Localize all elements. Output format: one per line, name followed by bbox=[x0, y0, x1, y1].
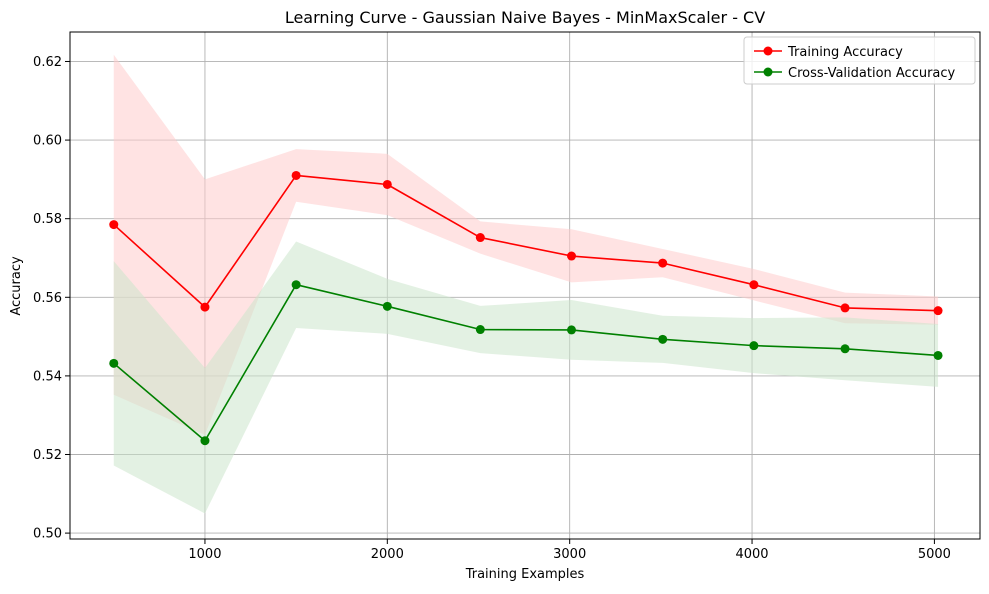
x-tick-label: 2000 bbox=[371, 547, 404, 562]
training-accuracy-band bbox=[113, 54, 939, 435]
cross-validation-accuracy-point bbox=[933, 350, 943, 360]
series-lines bbox=[113, 174, 939, 442]
training-accuracy-line bbox=[113, 174, 939, 312]
training-accuracy-point bbox=[567, 251, 577, 261]
x-axis-label: Training Examples bbox=[465, 567, 585, 582]
y-tick-label: 0.50 bbox=[33, 527, 62, 542]
cross-validation-accuracy-point bbox=[749, 341, 759, 351]
training-accuracy-point bbox=[200, 302, 210, 312]
x-tick-label: 5000 bbox=[918, 547, 951, 562]
chart-title: Learning Curve - Gaussian Naive Bayes - … bbox=[285, 8, 765, 27]
training-accuracy-point bbox=[933, 306, 943, 316]
y-tick-label: 0.62 bbox=[33, 55, 62, 70]
training-accuracy-point bbox=[749, 280, 759, 290]
training-accuracy-point bbox=[382, 179, 392, 189]
x-tick-label: 4000 bbox=[735, 547, 768, 562]
cross-validation-accuracy-point bbox=[567, 325, 577, 335]
y-tick-label: 0.60 bbox=[33, 134, 62, 149]
cross-validation-accuracy-point bbox=[382, 301, 392, 311]
y-tick-label: 0.54 bbox=[33, 369, 62, 384]
training-accuracy-point bbox=[840, 303, 850, 313]
cross-validation-accuracy-band bbox=[113, 241, 939, 514]
legend-cv-label: Cross-Validation Accuracy bbox=[788, 66, 956, 81]
legend-cv-marker bbox=[763, 67, 773, 77]
cross-validation-accuracy-point bbox=[658, 334, 668, 344]
x-tick-label: 1000 bbox=[188, 547, 221, 562]
legend: Training Accuracy Cross-Validation Accur… bbox=[743, 36, 976, 85]
cross-validation-accuracy-point bbox=[475, 325, 485, 335]
legend-training-label: Training Accuracy bbox=[787, 45, 903, 60]
y-axis-label: Accuracy bbox=[9, 256, 24, 316]
y-axis-ticks: 0.50 0.52 0.54 0.56 0.58 0.60 0.62 bbox=[33, 55, 70, 542]
training-accuracy-point bbox=[475, 233, 485, 243]
legend-box bbox=[743, 36, 976, 85]
x-axis-ticks: 1000 2000 3000 4000 5000 bbox=[188, 539, 951, 562]
y-tick-label: 0.52 bbox=[33, 448, 62, 463]
legend-training-marker bbox=[763, 46, 773, 56]
training-accuracy-point bbox=[109, 220, 119, 230]
cross-validation-accuracy-point bbox=[840, 344, 850, 354]
cross-validation-accuracy-point bbox=[200, 436, 210, 446]
series-markers bbox=[109, 170, 943, 446]
x-tick-label: 3000 bbox=[553, 547, 586, 562]
cross-validation-accuracy-point bbox=[291, 280, 301, 290]
y-tick-label: 0.58 bbox=[33, 212, 62, 227]
confidence-bands bbox=[113, 54, 939, 514]
cross-validation-accuracy-point bbox=[109, 358, 119, 368]
training-accuracy-point bbox=[291, 170, 301, 180]
y-tick-label: 0.56 bbox=[33, 291, 62, 306]
cross-validation-accuracy-line bbox=[113, 283, 939, 442]
training-accuracy-point bbox=[658, 258, 668, 268]
plot-frame bbox=[69, 31, 981, 540]
